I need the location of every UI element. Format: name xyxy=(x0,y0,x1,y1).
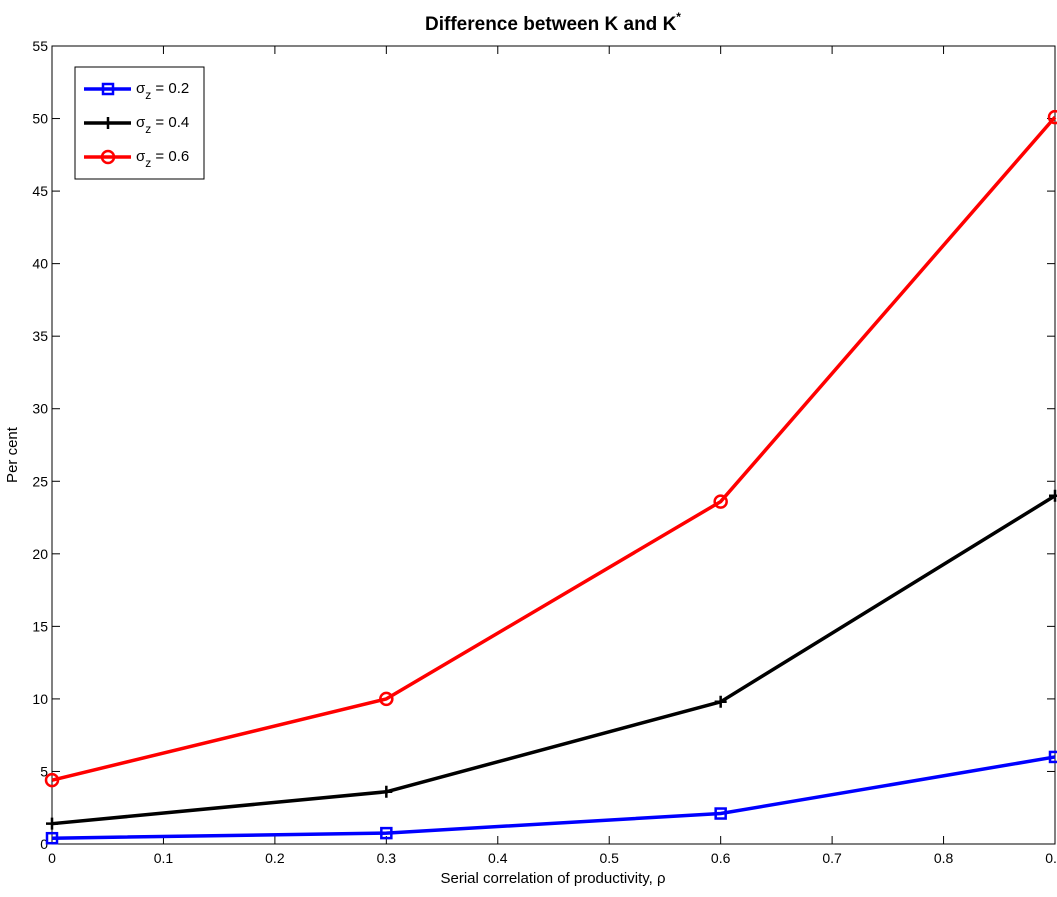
y-tick-label: 5 xyxy=(40,763,48,779)
legend-subscript: z xyxy=(145,88,151,102)
legend-value: = 0.4 xyxy=(151,114,189,131)
series-1 xyxy=(46,489,1057,830)
x-tick-label: 0.6 xyxy=(711,850,731,866)
data-point-circle xyxy=(1047,109,1057,125)
data-point-circle xyxy=(379,691,394,707)
series-0 xyxy=(45,750,1057,845)
y-tick-label: 10 xyxy=(32,691,48,707)
y-tick-label: 30 xyxy=(32,401,48,417)
legend-entry: σz = 0.6 xyxy=(84,148,189,170)
data-point-plus xyxy=(714,695,727,708)
legend-entry: σz = 0.4 xyxy=(84,114,189,136)
x-tick-label: 0.4 xyxy=(488,850,508,866)
series-line xyxy=(51,755,1056,840)
data-point-plus xyxy=(46,817,58,830)
y-tick-label: 15 xyxy=(32,618,48,634)
chart-title: Difference between K and K* xyxy=(425,10,681,35)
plot-area xyxy=(51,45,1056,845)
axis-ticks: 0 0.1 0.2 0.3 0.4 0.5 0.6 0.7 0.8 0.9 0 5 10 15 20 25 30… xyxy=(32,38,1057,866)
legend-sigma: σ xyxy=(136,148,146,165)
x-tick-label: 0.9 xyxy=(1045,850,1057,866)
legend-label: σz = 0.6 xyxy=(136,148,189,170)
y-tick-label: 0 xyxy=(40,836,48,852)
data-point-circle xyxy=(44,772,60,788)
data-point-circle xyxy=(713,494,728,509)
y-tick-label: 40 xyxy=(32,256,48,272)
data-point-square xyxy=(45,831,59,845)
data-point-circle xyxy=(100,149,116,165)
series-line xyxy=(51,115,1057,782)
x-tick-label: 0.3 xyxy=(377,850,397,866)
legend: σz = 0.2σz = 0.4σz = 0.6 xyxy=(74,66,205,180)
legend-label: σz = 0.4 xyxy=(136,114,189,136)
data-point-plus xyxy=(1049,489,1057,502)
y-tick-label: 45 xyxy=(32,183,48,199)
legend-value: = 0.2 xyxy=(151,80,189,97)
legend-sigma: σ xyxy=(136,80,146,97)
legend-entry: σz = 0.2 xyxy=(84,80,189,102)
data-point-plus xyxy=(102,117,114,129)
x-tick-label: 0.5 xyxy=(599,850,619,866)
series-2 xyxy=(44,109,1057,788)
x-tick-label: 0.8 xyxy=(934,850,954,866)
legend-subscript: z xyxy=(145,156,151,170)
chart-title-superscript: * xyxy=(676,10,681,24)
data-point-square xyxy=(101,82,115,96)
x-tick-label: 0 xyxy=(48,850,56,866)
series-line xyxy=(51,494,1056,826)
x-axis-label: Serial correlation of productivity, ρ xyxy=(440,870,665,887)
data-point-plus xyxy=(380,785,393,798)
y-tick-label: 55 xyxy=(32,38,48,54)
y-axis-label: Per cent xyxy=(4,426,21,483)
y-tick-label: 50 xyxy=(32,111,48,127)
y-tick-label: 25 xyxy=(32,473,48,489)
x-tick-label: 0.1 xyxy=(154,850,174,866)
data-point-square xyxy=(380,826,393,840)
x-tick-label: 0.2 xyxy=(265,850,285,866)
series-layer xyxy=(44,109,1057,845)
x-tick-label: 0.7 xyxy=(822,850,842,866)
legend-label: σz = 0.2 xyxy=(136,80,189,102)
legend-value: = 0.6 xyxy=(151,148,189,165)
y-tick-label: 35 xyxy=(32,328,48,344)
data-point-square xyxy=(714,807,727,820)
legend-sigma: σ xyxy=(136,114,146,131)
y-tick-label: 20 xyxy=(32,546,48,562)
chart-title-text: Difference between K and K xyxy=(425,14,677,35)
legend-subscript: z xyxy=(145,122,151,136)
data-point-square xyxy=(1048,750,1057,764)
